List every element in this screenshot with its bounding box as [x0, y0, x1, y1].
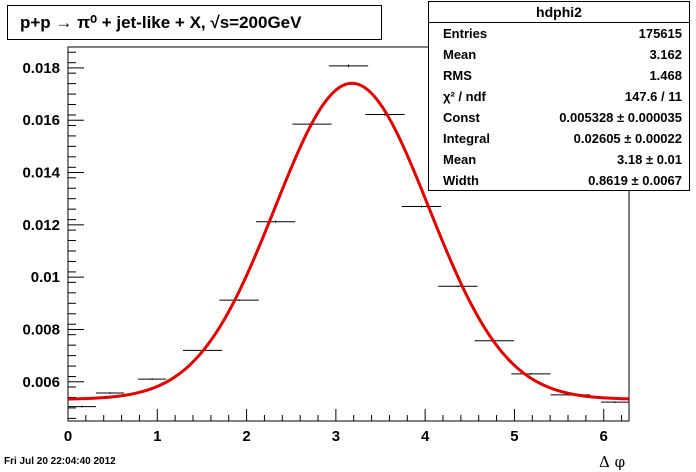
stats-box: hdphi2 Entries 175615 Mean 3.162 RMS 1.468 χ² … [428, 1, 690, 191]
plot-frame [67, 46, 630, 422]
stats-label: Const [443, 110, 480, 125]
stats-value: 1.468 [649, 68, 682, 83]
stats-row: Mean 3.18 ± 0.01 [429, 149, 689, 170]
stats-label: χ² / ndf [443, 89, 486, 104]
x-tick-label: 5 [510, 428, 518, 445]
y-tick-label: 0.016 [22, 112, 60, 129]
y-tick-label: 0.01 [31, 269, 60, 286]
x-tick-label: 1 [153, 428, 161, 445]
stats-value: 0.005328 ± 0.000035 [559, 110, 682, 125]
stats-row: Integral 0.02605 ± 0.00022 [429, 128, 689, 149]
histogram-bin [600, 401, 629, 403]
x-tick-label: 0 [64, 428, 72, 445]
y-tick-label: 0.012 [22, 217, 60, 234]
histogram-bin [68, 405, 97, 408]
timestamp: Fri Jul 20 22:04:40 2012 [4, 456, 116, 467]
y-tick-label: 0.006 [22, 374, 60, 391]
stats-row: χ² / ndf 147.6 / 11 [429, 86, 689, 107]
histogram-bin [438, 285, 478, 288]
x-axis: 0 1 2 3 4 5 6 [64, 409, 623, 445]
fit-curve [67, 81, 630, 401]
y-tick-label: 0.014 [22, 165, 60, 182]
stats-value: 3.162 [649, 47, 682, 62]
histogram-bin [255, 220, 296, 223]
stats-label: RMS [443, 68, 472, 83]
x-tick-label: 2 [242, 428, 250, 445]
chart-title: p+p → π⁰ + jet-like + X, √s=200GeV [7, 5, 382, 40]
stats-value: 3.18 ± 0.01 [617, 152, 682, 167]
stats-label: Mean [443, 152, 477, 167]
x-tick-label: 4 [421, 428, 430, 445]
stats-label: Width [443, 173, 479, 188]
stats-value: 147.6 / 11 [624, 89, 682, 104]
stats-row: Const 0.005328 ± 0.000035 [429, 107, 689, 128]
histogram-bin [138, 378, 167, 380]
y-axis: 0.006 0.008 0.01 0.012 0.014 0.016 0.018 [22, 51, 84, 419]
histogram-bin [96, 392, 125, 394]
histogram-bin [401, 205, 442, 208]
x-tick-label: 3 [332, 428, 340, 445]
x-tick-label: 6 [600, 428, 608, 445]
y-tick-label: 0.008 [22, 321, 60, 338]
stats-value: 0.02605 ± 0.00022 [573, 131, 682, 146]
y-tick-label: 0.018 [22, 60, 60, 77]
stats-value: 175615 [638, 26, 682, 41]
stats-row: Entries 175615 [429, 23, 689, 44]
histogram-bin [511, 373, 551, 375]
x-axis-label: Δ φ [599, 453, 626, 471]
histogram-bin [328, 64, 369, 68]
stats-value: 0.8619 ± 0.0067 [588, 173, 682, 188]
stats-rows: Entries 175615 Mean 3.162 RMS 1.468 χ² / ndf 14… [429, 23, 689, 191]
stats-row: RMS 1.468 [429, 65, 689, 86]
stats-row: Width 0.8619 ± 0.0067 [429, 170, 689, 191]
histogram-bin [219, 299, 259, 301]
stats-histogram-name: hdphi2 [429, 2, 689, 23]
stats-row: Mean 3.162 [429, 44, 689, 65]
stats-label: Mean [443, 47, 477, 62]
stats-label: Entries [443, 26, 488, 41]
stats-label: Integral [443, 131, 490, 146]
